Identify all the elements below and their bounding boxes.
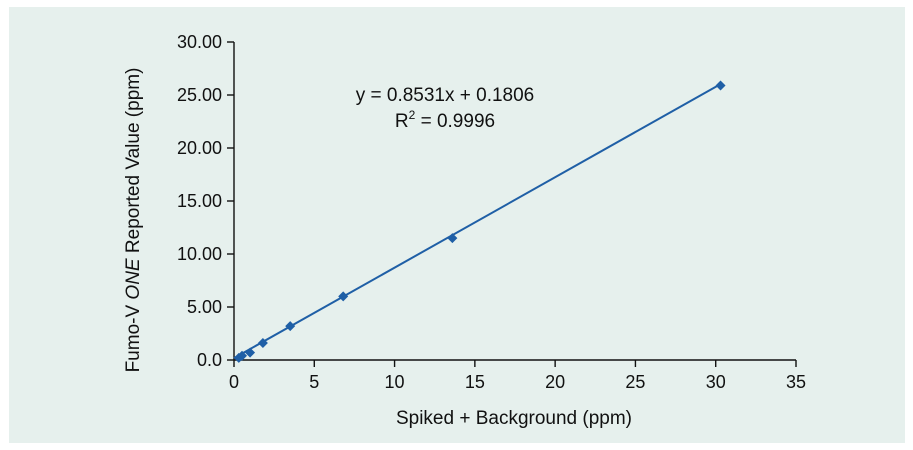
y-axis-title-prefix: Fumo-V — [123, 300, 144, 373]
data-point — [338, 291, 349, 302]
chart-panel — [9, 7, 905, 443]
trendline — [233, 83, 722, 359]
y-axis-title-italic: ONE — [123, 258, 144, 300]
x-ticks: 0 5 10 15 20 25 30 35 — [229, 360, 806, 392]
data-point — [245, 347, 256, 358]
y-tick-label: 5.00 — [187, 297, 222, 317]
r-squared-superscript: 2 — [409, 108, 416, 122]
y-axis-title-suffix: Reported Value (ppm) — [123, 68, 144, 259]
x-axis-title: Spiked + Background (ppm) — [396, 408, 632, 429]
y-tick-label: 20.00 — [177, 138, 222, 158]
r-squared-label: R2 = 0.9996 — [395, 108, 495, 132]
data-point — [447, 233, 458, 244]
data-point — [715, 80, 726, 91]
y-tick-label: 25.00 — [177, 85, 222, 105]
x-tick-label: 0 — [229, 372, 239, 392]
x-tick-label: 10 — [385, 372, 405, 392]
x-tick-label: 20 — [545, 372, 565, 392]
y-tick-label: 30.00 — [177, 32, 222, 52]
data-point — [257, 338, 268, 349]
r-squared-value: = 0.9996 — [415, 111, 495, 132]
x-tick-label: 15 — [465, 372, 485, 392]
y-tick-label: 0.0 — [197, 350, 222, 370]
y-tick-label: 15.00 — [177, 191, 222, 211]
x-tick-label: 5 — [309, 372, 319, 392]
x-tick-label: 35 — [786, 372, 806, 392]
r-squared-symbol: R — [395, 111, 409, 132]
y-ticks: 0.0 5.00 10.00 15.00 20.00 25.00 30.00 — [177, 32, 234, 370]
y-tick-label: 10.00 — [177, 244, 222, 264]
data-point — [285, 321, 296, 332]
data-point — [237, 350, 248, 361]
y-axis-title: Fumo-V ONE Reported Value (ppm) — [123, 68, 144, 373]
x-tick-label: 25 — [625, 372, 645, 392]
x-tick-label: 30 — [706, 372, 726, 392]
data-points — [233, 80, 726, 363]
trendline-equation: y = 0.8531x + 0.1806 — [356, 85, 535, 106]
